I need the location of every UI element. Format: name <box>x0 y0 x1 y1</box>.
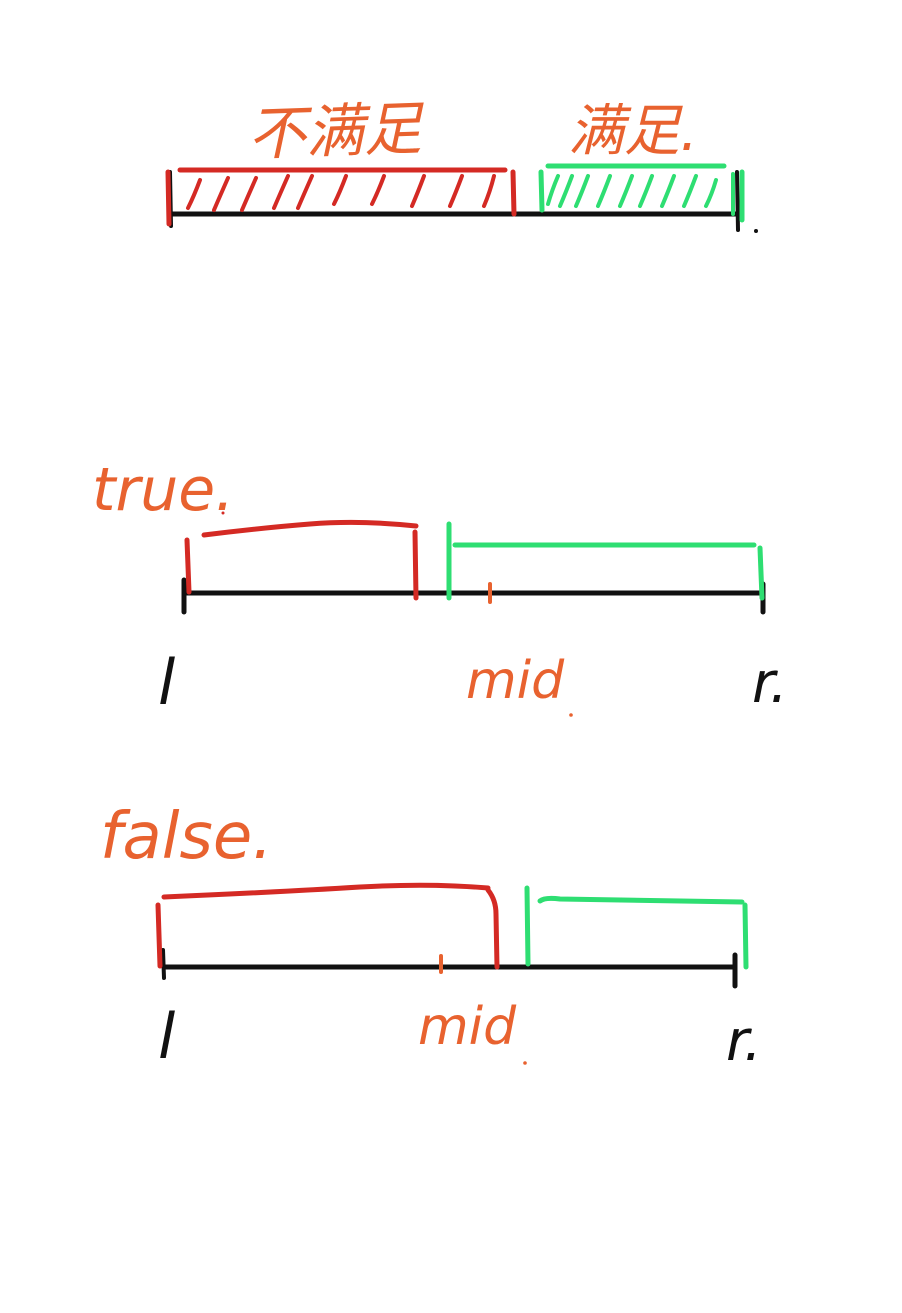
unsatisfied-label: 不满足 <box>247 94 426 168</box>
true-case-diagram: true. l mid r. <box>92 455 788 719</box>
false-case-diagram: false. l mid r. <box>100 800 762 1074</box>
top-axis-end-dot <box>754 229 758 233</box>
true-unsatisfied-bracket <box>184 511 419 601</box>
true-case-label: true. <box>92 455 234 525</box>
top-unsatisfied-region <box>165 167 517 227</box>
true-satisfied-bracket <box>446 521 765 601</box>
top-axis-right-tick <box>735 170 740 232</box>
true-right-label: r. <box>752 651 788 716</box>
false-unsatisfied-bracket <box>155 882 500 970</box>
top-unsatisfied-hatching <box>186 174 496 212</box>
false-case-label: false. <box>100 800 273 874</box>
satisfied-label: 满足. <box>568 99 698 164</box>
top-satisfied-hatching <box>546 174 718 208</box>
top-satisfied-region <box>538 163 745 223</box>
true-mid-label: mid <box>466 651 565 711</box>
top-diagram: 不满足 满足. <box>165 94 758 233</box>
false-right-label: r. <box>726 1009 762 1074</box>
false-satisfied-bracket <box>524 885 749 970</box>
false-left-label: l <box>158 1000 175 1073</box>
false-mid-label: mid <box>418 997 517 1057</box>
false-axis-left-tick <box>161 948 166 980</box>
true-left-label: l <box>158 646 175 719</box>
